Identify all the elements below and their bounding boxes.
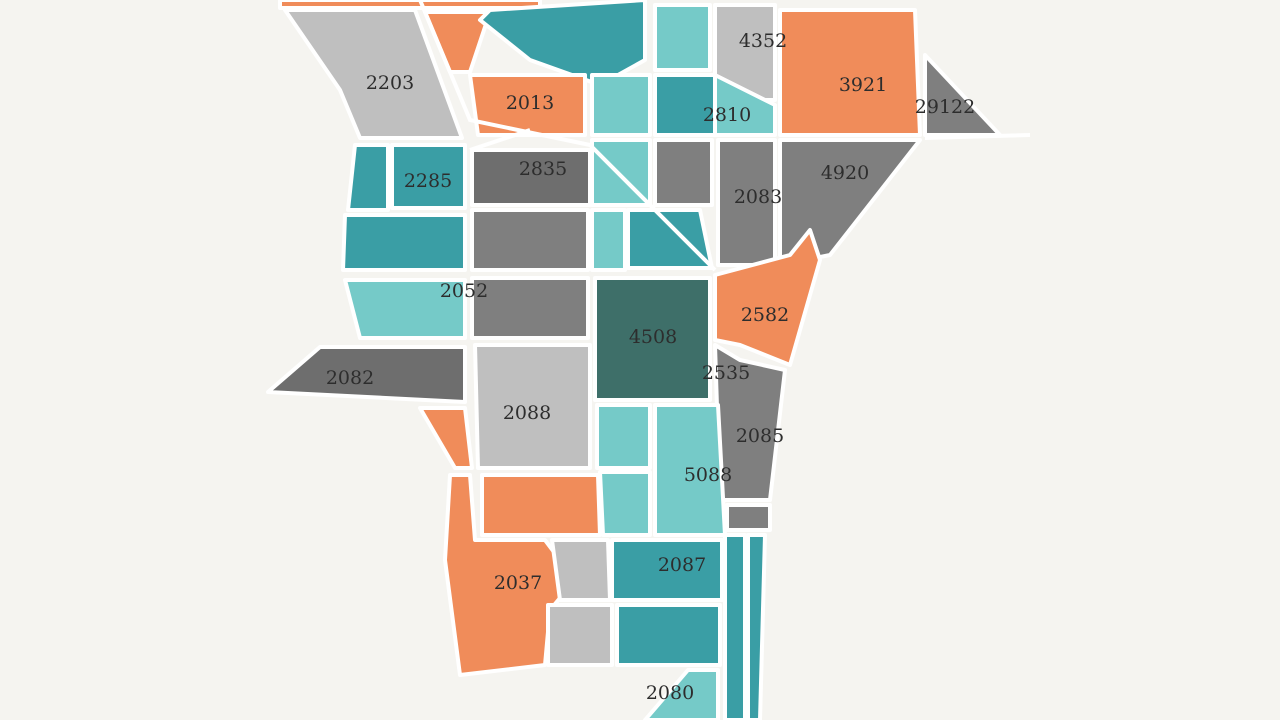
region (713, 73, 777, 137)
region-label: 2835 (519, 158, 567, 180)
region-label: 2810 (703, 104, 751, 126)
street (469, 128, 531, 152)
region-label: 2203 (366, 72, 414, 94)
region-label: 2080 (646, 682, 694, 704)
region (615, 603, 722, 667)
region (713, 3, 777, 102)
street (924, 133, 1031, 140)
region-label: 2052 (440, 280, 488, 302)
region-label: 5088 (684, 464, 732, 486)
region (746, 533, 767, 720)
region-label: 4508 (629, 326, 677, 348)
region-label: 2085 (736, 425, 784, 447)
region (468, 73, 587, 137)
region (626, 208, 714, 270)
region-label: 29122 (915, 96, 975, 118)
region (550, 538, 612, 602)
region (278, 0, 542, 10)
region (595, 403, 652, 470)
region (598, 470, 652, 537)
region-labels: 4352 2203 3921 2013 2810 29122 2285 2835… (326, 30, 975, 704)
region-label: 2013 (506, 92, 554, 114)
region-label: 2582 (741, 304, 789, 326)
region (725, 503, 772, 532)
region (778, 138, 922, 267)
streets (418, 0, 1031, 272)
region (590, 208, 627, 272)
region (346, 143, 390, 212)
region (778, 8, 922, 137)
region (418, 406, 474, 470)
region (473, 343, 592, 470)
region (343, 278, 467, 340)
region (723, 533, 747, 720)
region (470, 208, 590, 272)
region-label: 2037 (494, 572, 542, 594)
map-regions (266, 0, 1002, 720)
region (713, 228, 822, 367)
region (470, 276, 590, 340)
region (390, 143, 467, 210)
region-label: 2285 (404, 170, 452, 192)
region (653, 138, 714, 207)
region (546, 603, 614, 667)
region-label: 2535 (702, 362, 750, 384)
region (590, 73, 652, 137)
region (643, 668, 720, 720)
street (418, 0, 717, 272)
region-label: 2082 (326, 367, 374, 389)
region-label: 2087 (658, 554, 706, 576)
region-label: 4352 (739, 30, 787, 52)
region (610, 538, 724, 602)
region (480, 473, 602, 537)
region (653, 3, 712, 72)
region-label: 2088 (503, 402, 551, 424)
region-label: 2083 (734, 186, 782, 208)
region (283, 8, 464, 140)
region-label: 4920 (821, 162, 869, 184)
region (593, 276, 712, 402)
region (341, 213, 467, 272)
region (266, 345, 467, 404)
region-label: 3921 (839, 74, 887, 96)
